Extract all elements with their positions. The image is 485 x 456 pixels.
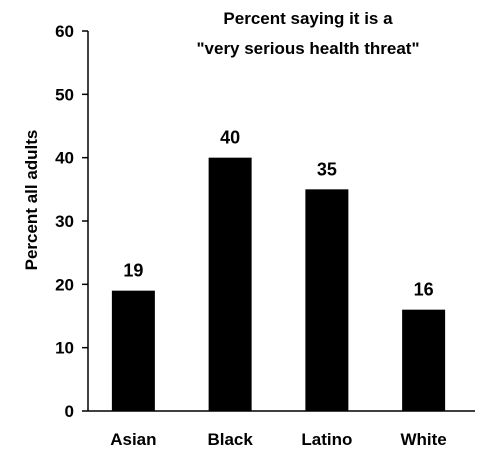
y-tick-label: 10 (55, 339, 74, 358)
x-tick-label: White (400, 430, 446, 449)
data-label: 40 (220, 128, 240, 148)
bar-latino (305, 189, 349, 411)
category-labels: Asian Black Latino White (110, 430, 447, 449)
y-axis-label: Percent all adults (22, 130, 41, 271)
data-label: 16 (414, 280, 434, 300)
y-tick-label: 40 (55, 149, 74, 168)
data-label: 35 (317, 159, 337, 179)
bar-black (208, 157, 252, 411)
bar-asian (111, 290, 155, 411)
y-tick-label: 50 (55, 85, 74, 104)
chart-title-line-2: "very serious health threat" (196, 39, 419, 58)
chart-title: Percent saying it is a "very serious hea… (196, 9, 419, 58)
x-tick-label: Asian (110, 430, 156, 449)
x-tick-label: Latino (301, 430, 352, 449)
data-labels: 19 40 35 16 (123, 128, 433, 300)
chart-title-line-1: Percent saying it is a (223, 9, 393, 28)
data-label: 19 (123, 261, 143, 281)
y-tick-label: 20 (55, 275, 74, 294)
bars (111, 157, 446, 411)
y-tick-label: 30 (55, 212, 74, 231)
y-tick-label: 0 (65, 402, 74, 421)
y-tick-label: 60 (55, 22, 74, 41)
y-tick-labels: 0 10 20 30 40 50 60 (55, 22, 74, 421)
x-tick-label: Black (207, 430, 253, 449)
bar-white (402, 309, 446, 411)
